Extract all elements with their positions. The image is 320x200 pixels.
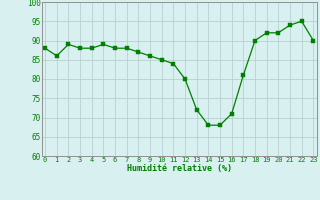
X-axis label: Humidité relative (%): Humidité relative (%) [127, 164, 232, 173]
